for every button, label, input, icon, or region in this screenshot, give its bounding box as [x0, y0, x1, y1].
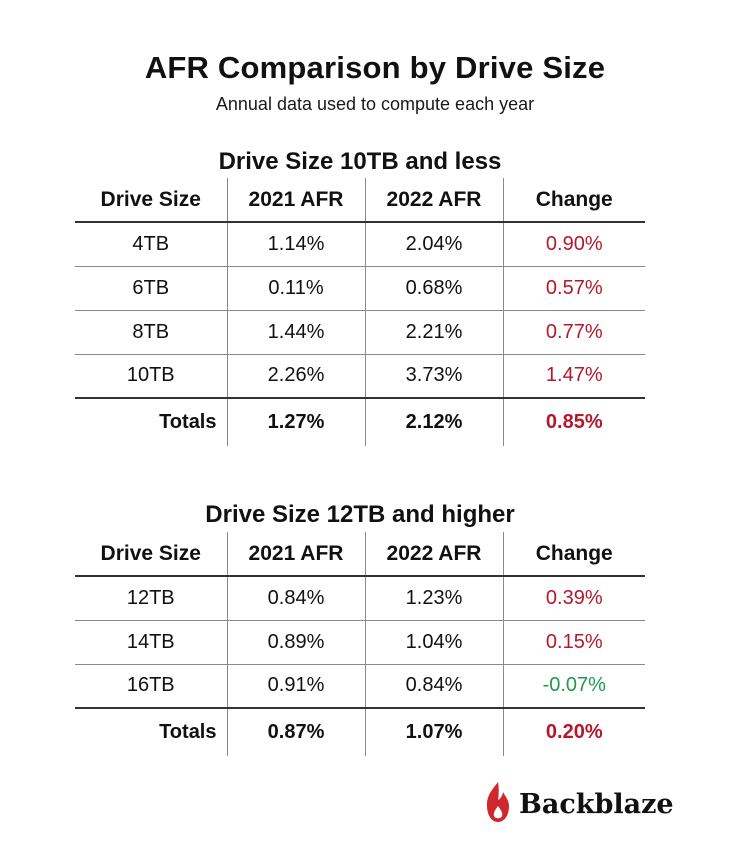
afr-2021-total: 0.87%: [226, 708, 365, 756]
table-row: 4TB 1.14% 2.04% 0.90%: [75, 222, 645, 267]
table-row: 12TB 0.84% 1.23% 0.39%: [75, 576, 645, 621]
table-section-10tb-and-less: Drive Size 10TB and less Drive Size 2021…: [75, 146, 645, 446]
table-row: 8TB 1.44% 2.21% 0.77%: [75, 310, 645, 355]
page-subtitle: Annual data used to compute each year: [215, 94, 535, 114]
drive-size-cell: 8TB: [75, 310, 227, 355]
drive-size-cell: 10TB: [75, 354, 227, 399]
change-cell: 0.15%: [502, 620, 645, 665]
afr-2022-cell: 2.04%: [364, 222, 503, 267]
drive-size-cell: 16TB: [75, 664, 227, 709]
change-cell: 0.57%: [502, 266, 645, 311]
column-header-change: Change: [502, 178, 645, 223]
column-header-change: Change: [502, 532, 645, 577]
column-header-2022-afr: 2022 AFR: [364, 532, 503, 577]
brand-logo: Backblaze: [483, 780, 674, 829]
section-title: Drive Size 10TB and less: [218, 148, 502, 175]
afr-2021-cell: 2.26%: [226, 354, 365, 399]
table-header-row: Drive Size 2021 AFR 2022 AFR Change: [75, 532, 645, 577]
column-header-drive-size: Drive Size: [75, 178, 227, 223]
afr-2021-cell: 0.11%: [226, 266, 365, 311]
afr-2022-cell: 2.21%: [364, 310, 503, 355]
afr-2021-cell: 0.84%: [226, 576, 365, 621]
brand-name: Backblaze: [519, 788, 674, 820]
drive-size-cell: 12TB: [75, 576, 227, 621]
afr-2022-cell: 1.04%: [364, 620, 503, 665]
totals-label: Totals: [159, 411, 217, 433]
change-cell: 0.90%: [502, 222, 645, 267]
change-cell: -0.07%: [502, 664, 645, 709]
table-row: 6TB 0.11% 0.68% 0.57%: [75, 266, 645, 311]
change-cell: 1.47%: [502, 354, 645, 399]
afr-2021-cell: 0.89%: [226, 620, 365, 665]
change-cell: 0.77%: [502, 310, 645, 355]
page-title: AFR Comparison by Drive Size: [144, 50, 606, 85]
afr-2022-cell: 0.68%: [364, 266, 503, 311]
afr-2022-total: 1.07%: [364, 708, 503, 756]
column-header-2021-afr: 2021 AFR: [226, 178, 365, 223]
afr-2022-total: 2.12%: [364, 398, 503, 446]
change-total: 0.20%: [502, 708, 645, 756]
afr-table: Drive Size 2021 AFR 2022 AFR Change 12TB…: [75, 532, 645, 756]
afr-2021-cell: 0.91%: [226, 664, 365, 709]
change-total: 0.85%: [502, 398, 645, 446]
table-row: 14TB 0.89% 1.04% 0.15%: [75, 620, 645, 665]
afr-2021-total: 1.27%: [226, 398, 365, 446]
afr-table: Drive Size 2021 AFR 2022 AFR Change 4TB …: [75, 178, 645, 446]
afr-2022-cell: 3.73%: [364, 354, 503, 399]
table-row: 16TB 0.91% 0.84% -0.07%: [75, 664, 645, 709]
totals-row: Totals 0.87% 1.07% 0.20%: [75, 708, 645, 756]
afr-2022-cell: 1.23%: [364, 576, 503, 621]
column-header-2022-afr: 2022 AFR: [364, 178, 503, 223]
afr-2021-cell: 1.14%: [226, 222, 365, 267]
drive-size-cell: 14TB: [75, 620, 227, 665]
totals-row: Totals 1.27% 2.12% 0.85%: [75, 398, 645, 446]
drive-size-cell: 6TB: [75, 266, 227, 311]
afr-2021-cell: 1.44%: [226, 310, 365, 355]
section-title: Drive Size 12TB and higher: [205, 501, 515, 528]
column-header-2021-afr: 2021 AFR: [226, 532, 365, 577]
change-cell: 0.39%: [502, 576, 645, 621]
totals-label: Totals: [159, 721, 217, 743]
table-header-row: Drive Size 2021 AFR 2022 AFR Change: [75, 178, 645, 223]
table-row: 10TB 2.26% 3.73% 1.47%: [75, 354, 645, 399]
table-section-12tb-and-higher: Drive Size 12TB and higher Drive Size 20…: [75, 498, 645, 756]
afr-2022-cell: 0.84%: [364, 664, 503, 709]
drive-size-cell: 4TB: [75, 222, 227, 267]
column-header-drive-size: Drive Size: [75, 532, 227, 577]
flame-logo-icon: [483, 780, 513, 829]
